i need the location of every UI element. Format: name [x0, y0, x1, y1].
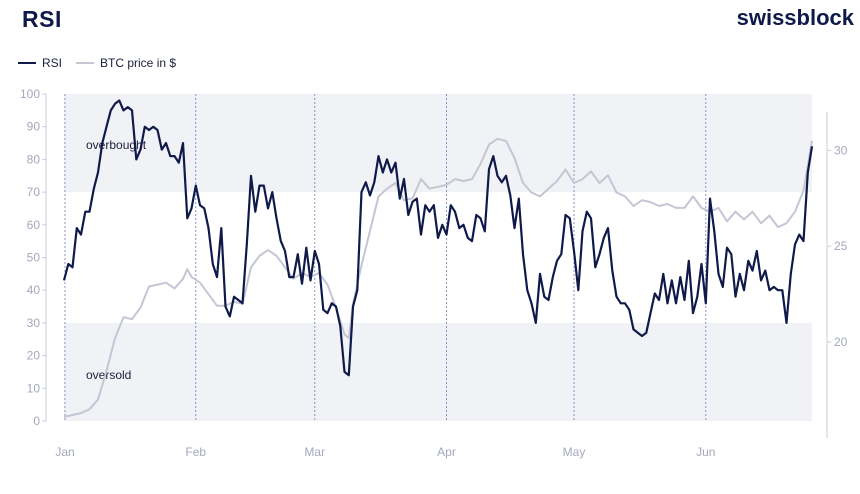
series-line-btc-price: [63, 137, 813, 418]
overbought-label: overbought: [86, 138, 147, 152]
series-line-rsi: [62, 99, 814, 377]
x-tick-apr: Apr: [437, 445, 456, 459]
legend-item-rsi: RSI: [18, 56, 62, 70]
x-tick-jun: Jun: [696, 445, 715, 459]
legend-item-btc: BTC price in $: [76, 56, 176, 70]
x-tick-feb: Feb: [185, 445, 206, 459]
y-tick-left-70: 70: [27, 185, 41, 199]
x-tick-jan: Jan: [55, 445, 74, 459]
y-tick-left-30: 30: [27, 316, 41, 330]
legend-swatch-btc: [76, 62, 95, 64]
chart-title: RSI: [22, 6, 62, 32]
x-tick-may: May: [563, 445, 586, 459]
y-tick-right-20: 20: [834, 335, 848, 349]
overbought-zone: [64, 94, 812, 193]
legend-swatch-rsi: [18, 62, 36, 64]
y-tick-left-10: 10: [27, 381, 41, 395]
y-tick-left-60: 60: [27, 218, 41, 232]
y-tick-left-100: 100: [20, 87, 40, 101]
oversold-zone: [64, 322, 812, 421]
legend-label-rsi: RSI: [42, 56, 63, 70]
legend-label-btc: BTC price in $: [100, 56, 177, 70]
x-tick-mar: Mar: [304, 445, 325, 459]
oversold-label: oversold: [86, 368, 131, 382]
y-tick-left-80: 80: [27, 152, 41, 166]
y-tick-right-25: 25: [834, 239, 848, 253]
y-tick-left-90: 90: [27, 120, 41, 134]
legend: RSI BTC price in $: [18, 56, 190, 70]
y-tick-left-0: 0: [33, 414, 40, 428]
y-tick-left-40: 40: [27, 283, 41, 297]
brand-logo: swissblock: [736, 5, 854, 30]
y-tick-left-20: 20: [27, 349, 41, 363]
y-tick-right-30: 30: [834, 143, 848, 157]
y-tick-left-50: 50: [27, 251, 41, 265]
